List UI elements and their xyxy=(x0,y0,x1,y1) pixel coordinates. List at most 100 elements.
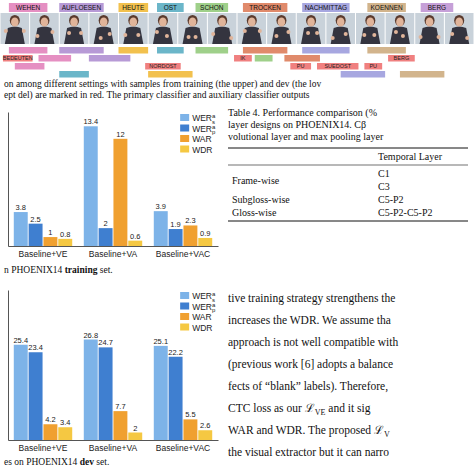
legend-swatch xyxy=(180,125,189,132)
signer-hand xyxy=(331,36,335,40)
signer-hand xyxy=(229,36,233,40)
data-label: 3.9 xyxy=(156,202,166,211)
signer-head xyxy=(159,17,167,26)
signer-hand xyxy=(372,33,376,37)
signer-hand xyxy=(194,35,198,39)
x-tick-label: Baseline+VE xyxy=(19,443,68,453)
signer-head xyxy=(396,17,404,26)
video-frame xyxy=(60,13,89,44)
gloss-box xyxy=(421,3,454,12)
bar xyxy=(154,211,168,246)
page: WEHENAUFLOESENHEUTEOSTSCHONTROCKENNACHMI… xyxy=(0,0,474,474)
alignment-segment xyxy=(317,63,358,70)
gloss-box xyxy=(157,3,184,12)
signer-hand xyxy=(165,34,169,38)
data-label: 1.9 xyxy=(170,220,180,229)
legend-name: WER xyxy=(192,124,212,134)
video-frame xyxy=(238,13,267,44)
frame-background xyxy=(89,13,118,44)
legend-sub: p xyxy=(212,307,216,313)
signer-body xyxy=(360,27,380,45)
bar xyxy=(29,224,43,246)
frame-background xyxy=(445,13,474,44)
data-label: 4.2 xyxy=(45,415,55,424)
signer-hair xyxy=(217,15,227,26)
table-rule xyxy=(228,165,468,166)
text-run: (previous work [6] adopts a balance xyxy=(228,358,393,371)
alignment-segment xyxy=(388,55,415,62)
x-tick-label: Baseline+VE xyxy=(19,249,68,259)
legend: WERasWERapWARWDR xyxy=(180,113,216,155)
bar xyxy=(14,345,28,440)
alignment-label: BERG xyxy=(394,55,410,61)
signer-body xyxy=(390,27,410,45)
alignment-segment xyxy=(290,63,311,70)
signer-hand xyxy=(187,35,191,39)
frame-background xyxy=(267,13,296,44)
alignment-segment xyxy=(255,55,273,62)
signer-head xyxy=(41,17,49,26)
legend-swatch xyxy=(180,324,189,331)
body-text-line: the visual extractor but it can narro xyxy=(228,446,389,458)
legend-swatch xyxy=(180,114,189,121)
signer-hand xyxy=(401,34,405,38)
data-label: 2.5 xyxy=(30,215,40,224)
signer-hair xyxy=(365,15,375,26)
bar xyxy=(128,241,142,246)
signer-hand xyxy=(362,33,366,37)
text-run: ept del) are marked in red. The primary … xyxy=(4,90,310,101)
x-axis: Baseline+VEBaseline+VABaseline+VAC xyxy=(9,246,219,259)
bar xyxy=(183,225,197,246)
video-frame xyxy=(89,13,118,44)
legend-label: WDR xyxy=(192,145,212,155)
y-axis xyxy=(8,113,9,247)
body-text-line: tive training strategy strengthens the xyxy=(228,292,395,305)
signer-body xyxy=(420,27,440,45)
legend-name: WER xyxy=(192,302,212,312)
signer-hand xyxy=(4,29,8,33)
data-label: 26.8 xyxy=(83,331,98,340)
alignment-segment xyxy=(243,47,287,54)
bar xyxy=(84,126,98,246)
signer-hair xyxy=(306,15,316,26)
text-run: tive training strategy strengthens the xyxy=(228,292,395,305)
signer-head xyxy=(307,17,315,26)
data-label: 13.4 xyxy=(83,117,98,126)
legend-name: WER xyxy=(192,113,212,123)
x-axis-line xyxy=(9,246,219,247)
data-label: 0.9 xyxy=(200,229,210,238)
alignment-label: SUEDOST xyxy=(324,63,351,69)
signer-hand xyxy=(108,32,112,36)
data-label: 25.1 xyxy=(153,337,168,346)
data-label: 0.8 xyxy=(60,230,70,239)
frame-background xyxy=(1,13,30,44)
gloss-box xyxy=(367,3,406,12)
alignment-segment xyxy=(367,47,406,54)
text-run: ℒ xyxy=(305,402,315,414)
signer-body xyxy=(123,27,143,45)
frame-background xyxy=(30,13,59,44)
data-labels: 25.426.825.123.424.722.24.27.75.53.422.6 xyxy=(13,331,210,433)
y-axis xyxy=(8,291,9,441)
alignment-segment xyxy=(400,71,444,78)
x-tick-label: Baseline+VAC xyxy=(156,249,210,259)
signer-head xyxy=(337,17,345,26)
bar-chart: 3.813.43.92.521.91122.30.80.60.9Baseline… xyxy=(9,113,219,260)
text-run: dev xyxy=(80,457,95,467)
y-axis-line xyxy=(8,291,9,441)
gloss-label: AUFLOESEN xyxy=(62,4,102,11)
signer-hair xyxy=(276,15,286,26)
legend-name: WAR xyxy=(192,312,212,322)
frame-background xyxy=(119,13,148,44)
signer-hair xyxy=(454,15,464,26)
legend-label: WAR xyxy=(192,134,212,144)
table-cell: Subgloss-wise xyxy=(232,194,290,205)
signer-hand xyxy=(394,30,398,34)
video-frame xyxy=(326,13,355,44)
text-run: the visual extractor but it can narro xyxy=(228,446,389,458)
signer-hand xyxy=(274,34,278,38)
data-label: 5.5 xyxy=(185,410,195,419)
alignment-segment xyxy=(39,55,72,62)
body-text-line: WAR and WDR. The proposed ℒV xyxy=(228,424,390,439)
legend-swatch xyxy=(180,135,189,142)
